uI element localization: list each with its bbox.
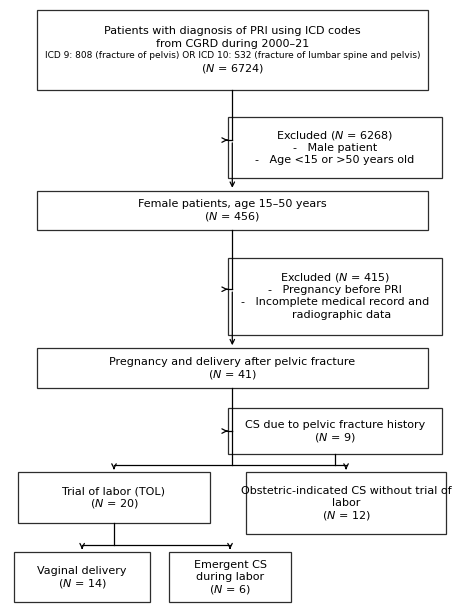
FancyBboxPatch shape bbox=[18, 472, 210, 523]
Text: Female patients, age 15–50 years: Female patients, age 15–50 years bbox=[138, 200, 327, 209]
Text: ($\mathit{N}$ = 41): ($\mathit{N}$ = 41) bbox=[208, 368, 256, 381]
Text: Excluded ($\mathit{N}$ = 415): Excluded ($\mathit{N}$ = 415) bbox=[280, 271, 390, 284]
Text: ($\mathit{N}$ = 6): ($\mathit{N}$ = 6) bbox=[209, 583, 251, 596]
Text: ($\mathit{N}$ = 9): ($\mathit{N}$ = 9) bbox=[314, 430, 356, 444]
FancyBboxPatch shape bbox=[246, 472, 446, 534]
Text: -   Male patient: - Male patient bbox=[292, 142, 377, 153]
Text: radiographic data: radiographic data bbox=[278, 309, 392, 320]
FancyBboxPatch shape bbox=[169, 552, 292, 602]
Text: Trial of labor (TOL): Trial of labor (TOL) bbox=[63, 486, 165, 496]
Text: Obstetric-indicated CS without trial of: Obstetric-indicated CS without trial of bbox=[241, 486, 451, 495]
Text: ($\mathit{N}$ = 14): ($\mathit{N}$ = 14) bbox=[58, 577, 107, 590]
Text: ICD 9: 808 (fracture of pelvis) OR ICD 10: S32 (fracture of lumbar spine and pel: ICD 9: 808 (fracture of pelvis) OR ICD 1… bbox=[45, 52, 420, 60]
FancyBboxPatch shape bbox=[36, 190, 428, 230]
Text: Vaginal delivery: Vaginal delivery bbox=[37, 566, 127, 576]
Text: ($\mathit{N}$ = 6724): ($\mathit{N}$ = 6724) bbox=[201, 61, 264, 74]
Text: from CGRD during 2000–21: from CGRD during 2000–21 bbox=[155, 39, 309, 49]
Text: Pregnancy and delivery after pelvic fracture: Pregnancy and delivery after pelvic frac… bbox=[109, 357, 356, 367]
Text: labor: labor bbox=[332, 498, 360, 508]
Text: Emergent CS: Emergent CS bbox=[193, 560, 266, 570]
Text: Patients with diagnosis of PRI using ICD codes: Patients with diagnosis of PRI using ICD… bbox=[104, 26, 361, 36]
Text: Excluded ($\mathit{N}$ = 6268): Excluded ($\mathit{N}$ = 6268) bbox=[276, 129, 393, 142]
FancyBboxPatch shape bbox=[14, 552, 150, 602]
FancyBboxPatch shape bbox=[36, 348, 428, 388]
Text: -   Age <15 or >50 years old: - Age <15 or >50 years old bbox=[255, 155, 414, 165]
Text: during labor: during labor bbox=[196, 572, 264, 582]
Text: ($\mathit{N}$ = 456): ($\mathit{N}$ = 456) bbox=[204, 210, 260, 223]
Text: ($\mathit{N}$ = 20): ($\mathit{N}$ = 20) bbox=[90, 497, 138, 510]
Text: CS due to pelvic fracture history: CS due to pelvic fracture history bbox=[245, 420, 425, 430]
Text: ($\mathit{N}$ = 12): ($\mathit{N}$ = 12) bbox=[322, 509, 370, 522]
FancyBboxPatch shape bbox=[36, 10, 428, 90]
Text: -   Pregnancy before PRI: - Pregnancy before PRI bbox=[268, 285, 401, 295]
FancyBboxPatch shape bbox=[228, 117, 442, 178]
Text: -   Incomplete medical record and: - Incomplete medical record and bbox=[241, 297, 429, 308]
FancyBboxPatch shape bbox=[228, 408, 442, 454]
FancyBboxPatch shape bbox=[228, 258, 442, 335]
